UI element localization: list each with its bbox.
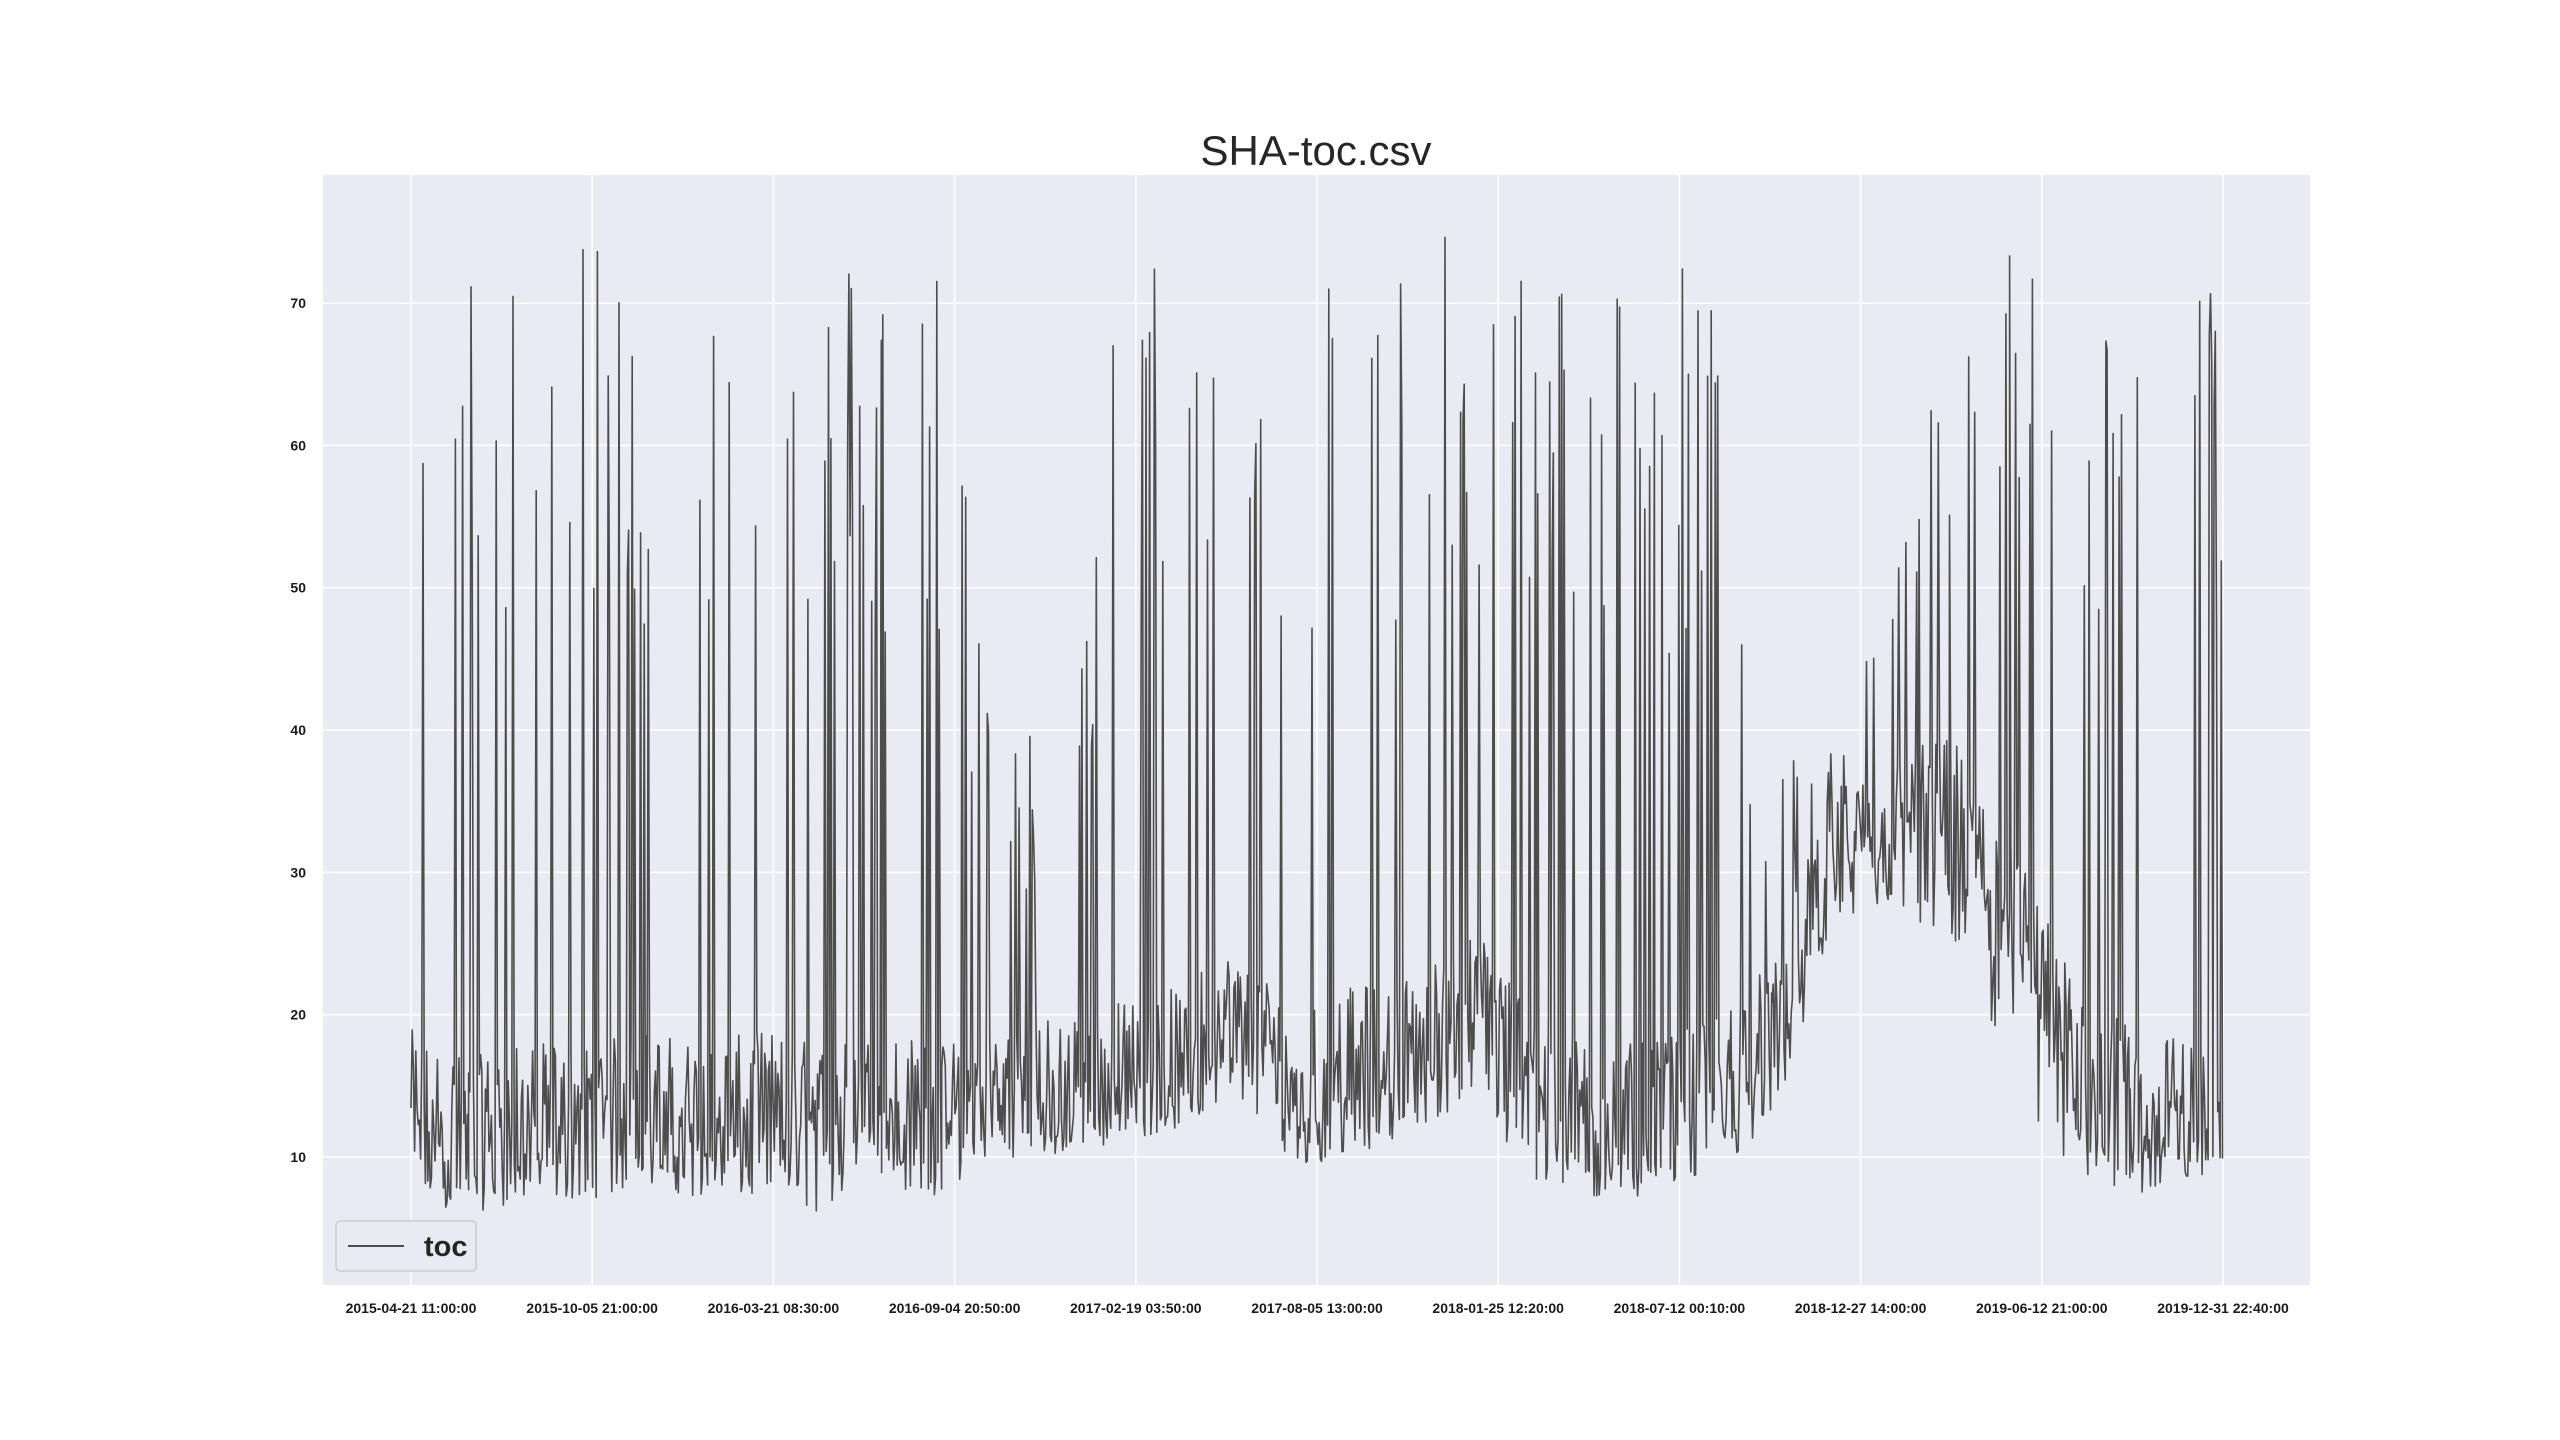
y-tick-label: 50: [290, 580, 306, 596]
y-tick-label: 20: [290, 1007, 306, 1023]
legend: toc: [335, 1220, 477, 1272]
x-tick-label: 2018-07-12 00:10:00: [1614, 1300, 1746, 1316]
x-tick-label: 2018-01-25 12:20:00: [1432, 1300, 1564, 1316]
series-toc-line: [410, 236, 2224, 1212]
x-axis-ticks: 2015-04-21 11:00:00 2015-10-05 21:00:00 20…: [346, 1300, 2289, 1316]
x-tick-label: 2019-06-12 21:00:00: [1976, 1300, 2108, 1316]
x-tick-label: 2017-08-05 13:00:00: [1251, 1300, 1383, 1316]
x-tick-label: 2015-04-21 11:00:00: [346, 1300, 477, 1316]
legend-label-toc: toc: [424, 1231, 468, 1263]
x-tick-label: 2015-10-05 21:00:00: [526, 1300, 658, 1316]
series-line-toc: [410, 236, 2224, 1212]
y-tick-label: 10: [290, 1149, 306, 1165]
x-tick-label: 2019-12-31 22:40:00: [2157, 1300, 2289, 1316]
y-tick-label: 30: [290, 864, 306, 880]
y-tick-label: 60: [290, 437, 306, 453]
y-tick-label: 40: [290, 722, 306, 738]
legend-box: [335, 1220, 477, 1272]
y-tick-label: 70: [290, 295, 306, 311]
x-tick-label: 2017-02-19 03:50:00: [1070, 1300, 1202, 1316]
x-tick-label: 2016-09-04 20:50:00: [889, 1300, 1021, 1316]
chart-title: SHA-toc.csv: [1200, 127, 1431, 174]
x-tick-label: 2018-12-27 14:00:00: [1795, 1300, 1927, 1316]
y-axis-ticks: 10 20 30 40 50 60 70: [290, 295, 306, 1165]
x-tick-label: 2016-03-21 08:30:00: [708, 1300, 840, 1316]
